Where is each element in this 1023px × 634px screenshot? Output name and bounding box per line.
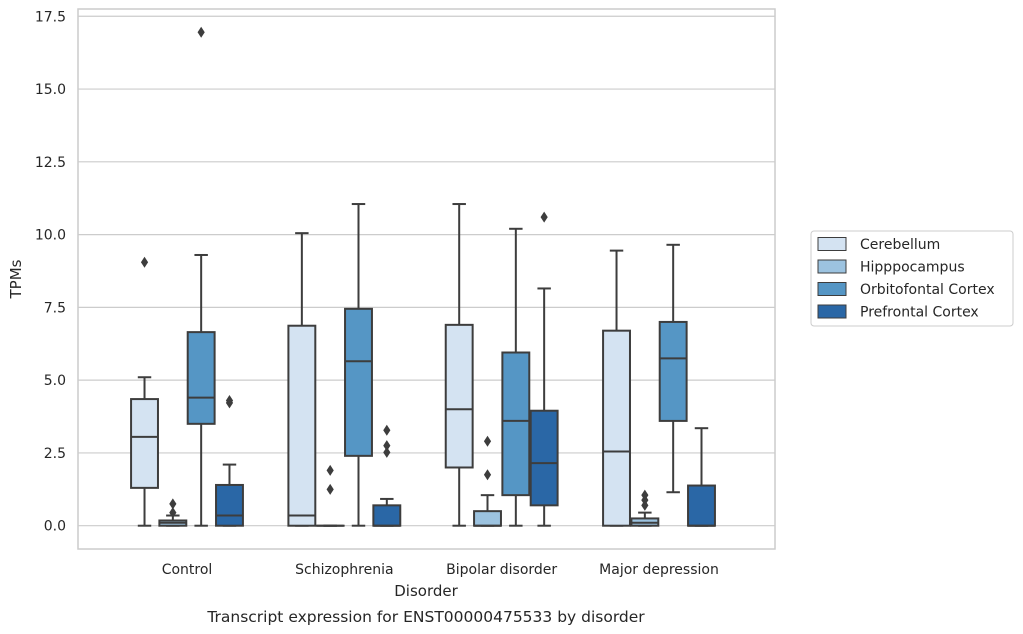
outlier-point — [225, 395, 234, 407]
box-body — [372, 504, 402, 527]
x-tick-label: Schizophrenia — [295, 562, 393, 578]
legend-label: Hipppocampus — [860, 260, 965, 276]
y-tick-label: 12.5 — [35, 155, 66, 171]
x-axis-label: Disorder — [394, 582, 458, 600]
box-3-3 — [687, 427, 716, 527]
box-body — [501, 351, 531, 497]
outlier-point — [383, 446, 391, 458]
box-3-0 — [602, 249, 631, 527]
y-axis-label: TPMs — [7, 259, 25, 299]
legend-item: Prefrontal Cortex — [817, 304, 979, 321]
box-body — [473, 510, 502, 527]
box-2-0 — [444, 203, 474, 527]
box-2-2 — [501, 227, 531, 527]
legend-item: Orbitofontal Cortex — [817, 282, 995, 298]
plot-frame — [77, 8, 776, 550]
box-body — [215, 483, 244, 527]
x-tick-label: Bipolar disorder — [446, 562, 557, 578]
legend-swatch — [817, 282, 847, 296]
outlier-point — [540, 211, 548, 223]
y-tick-label: 7.5 — [44, 300, 66, 316]
chart-caption: Transcript expression for ENST0000047553… — [206, 608, 645, 626]
outlier-point — [169, 498, 177, 510]
box-body — [687, 484, 716, 527]
outlier-point — [483, 435, 492, 447]
legend-swatch — [817, 237, 847, 251]
y-tick-label: 0.0 — [44, 519, 66, 535]
box-3-1 — [630, 489, 660, 527]
legend-swatch — [817, 259, 847, 274]
box-3-2 — [658, 243, 688, 494]
box-body — [602, 329, 631, 527]
outlier-point — [140, 256, 149, 268]
box-layer — [130, 26, 716, 527]
legend-label: Prefrontal Cortex — [860, 305, 979, 321]
x-tick-label: Major depression — [599, 562, 719, 578]
outlier-point — [197, 26, 205, 38]
box-body — [444, 323, 474, 469]
outlier-point — [326, 483, 334, 495]
y-tick-label: 17.5 — [35, 9, 66, 25]
box-2-1 — [473, 435, 502, 527]
x-tick-label: Control — [162, 562, 213, 578]
legend-frame — [810, 230, 1014, 327]
box-2-3 — [529, 211, 559, 527]
legend-item: Cerebellum — [817, 237, 940, 253]
box-1-3 — [372, 424, 402, 527]
y-tick-label: 15.0 — [35, 82, 66, 98]
box-body — [186, 331, 216, 425]
plot-background — [78, 9, 775, 549]
legend-item: Hipppocampus — [817, 259, 965, 276]
legend-swatch — [817, 304, 847, 319]
x-tick-labels: Control Schizophrenia Bipolar disorder Majo… — [162, 562, 719, 578]
legend-label: Orbitofontal Cortex — [860, 282, 995, 298]
box-1-2 — [344, 203, 373, 527]
box-0-0 — [130, 256, 159, 527]
box-body — [529, 409, 559, 507]
outlier-point — [483, 469, 492, 481]
box-0-2 — [186, 26, 216, 527]
box-0-3 — [215, 395, 244, 527]
box-body — [658, 320, 688, 422]
box-1-1 — [315, 464, 345, 527]
box-1-0 — [287, 232, 317, 527]
outlier-point — [383, 424, 391, 436]
y-tick-labels: 0.0 2.5 5.0 7.5 10.0 12.5 15.0 17.5 — [35, 9, 66, 534]
y-tick-label: 2.5 — [44, 446, 66, 462]
box-0-1 — [158, 498, 188, 527]
legend-label: Cerebellum — [860, 237, 940, 253]
outlier-point — [641, 489, 649, 501]
outlier-point — [169, 507, 177, 519]
y-tick-label: 5.0 — [44, 373, 66, 389]
outlier-point — [326, 464, 334, 476]
box-body — [287, 324, 317, 527]
box-body — [130, 398, 159, 489]
box-body — [344, 307, 373, 457]
outlier-point — [383, 440, 391, 452]
y-tick-label: 10.0 — [35, 228, 66, 244]
legend: Cerebellum Hipppocampus Orbitofontal Corte… — [810, 230, 1014, 327]
